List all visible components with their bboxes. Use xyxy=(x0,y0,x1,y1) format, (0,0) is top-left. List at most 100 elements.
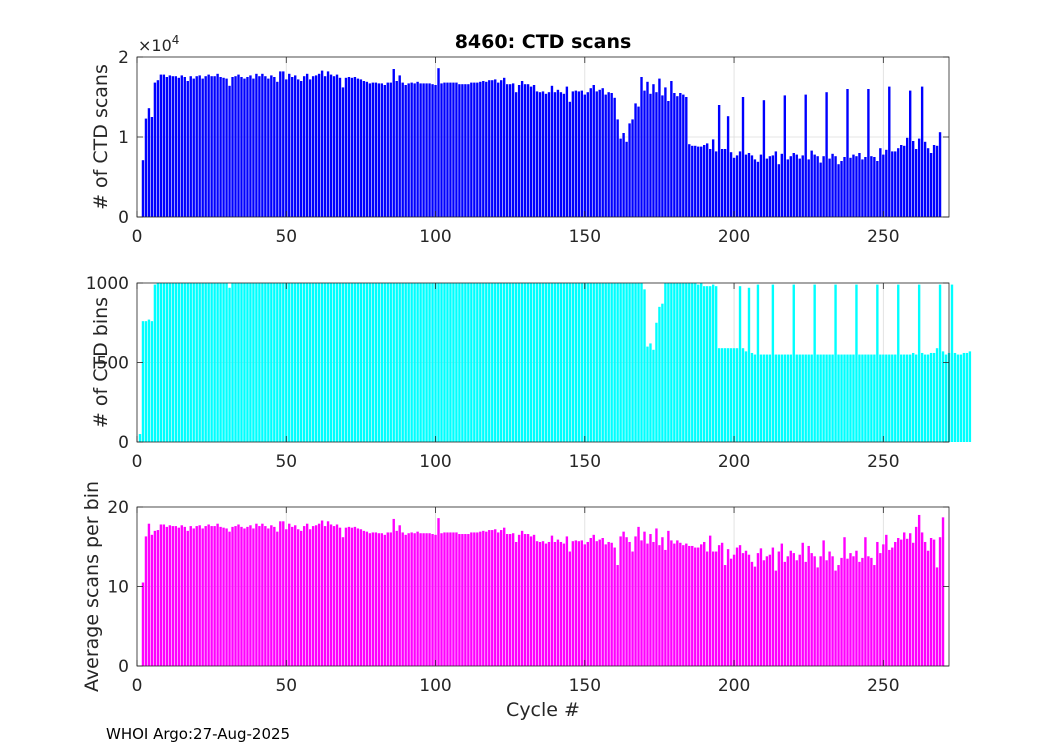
bar xyxy=(908,354,912,442)
bar xyxy=(655,92,658,217)
bar xyxy=(661,537,664,666)
bar xyxy=(326,521,330,666)
bar xyxy=(482,81,485,217)
bar xyxy=(771,284,775,442)
bar xyxy=(661,303,664,442)
bar xyxy=(246,526,249,666)
bar xyxy=(335,524,339,666)
x-tick-label: 0 xyxy=(132,676,143,696)
bar xyxy=(237,74,240,217)
bar xyxy=(879,553,882,666)
bar xyxy=(380,83,383,218)
bar xyxy=(911,141,915,217)
bar xyxy=(774,354,778,442)
bar xyxy=(741,97,745,217)
bar xyxy=(297,79,300,218)
bar xyxy=(341,537,345,666)
bar xyxy=(538,92,542,217)
bar xyxy=(177,527,180,666)
bar xyxy=(628,123,631,217)
bar xyxy=(249,525,252,666)
bar xyxy=(216,283,219,442)
bar xyxy=(682,283,685,442)
bar xyxy=(222,77,225,217)
bar xyxy=(765,556,769,666)
bar xyxy=(580,283,584,442)
bar xyxy=(819,556,822,666)
bar xyxy=(413,83,416,218)
bar xyxy=(664,283,667,442)
bar xyxy=(694,283,697,442)
bar xyxy=(867,556,870,666)
bar xyxy=(317,73,321,217)
bar xyxy=(670,81,673,217)
bar xyxy=(386,283,389,442)
bar xyxy=(550,85,554,217)
bar xyxy=(413,283,416,442)
bar xyxy=(962,352,966,442)
y-tick-label: 1 xyxy=(118,128,129,148)
bar xyxy=(195,283,198,442)
bar xyxy=(544,543,548,666)
bar xyxy=(837,354,840,442)
bar xyxy=(559,283,563,442)
x-tick-label: 200 xyxy=(718,676,750,696)
bar xyxy=(929,153,933,217)
bar xyxy=(613,283,616,442)
bar xyxy=(888,354,891,442)
bar xyxy=(311,283,315,442)
bar xyxy=(938,132,942,217)
bar xyxy=(900,539,903,666)
bar xyxy=(267,283,270,442)
bar xyxy=(195,76,198,217)
bar xyxy=(153,82,157,217)
bar xyxy=(494,529,497,666)
bar xyxy=(553,92,557,217)
bar xyxy=(941,517,945,666)
bar xyxy=(180,525,183,666)
bar xyxy=(583,94,586,217)
bar xyxy=(311,76,315,217)
bar xyxy=(852,556,855,666)
bar xyxy=(473,532,476,666)
bar xyxy=(311,526,315,666)
bar xyxy=(864,157,867,217)
bar xyxy=(144,118,148,217)
bins-panel: 0 50 100 150 200 250 0 500 1000 # of CTD bins xyxy=(86,274,972,472)
bar xyxy=(625,283,628,442)
bar xyxy=(929,352,933,442)
bar xyxy=(201,283,204,442)
bar xyxy=(768,554,772,666)
bar xyxy=(565,86,569,217)
bar xyxy=(332,283,336,442)
bar xyxy=(577,91,581,217)
bar xyxy=(720,149,724,217)
bar xyxy=(174,283,178,442)
bar xyxy=(640,540,643,666)
x-tick-label: 250 xyxy=(867,227,899,247)
bar xyxy=(526,534,530,666)
bar xyxy=(762,560,766,666)
bar xyxy=(168,283,172,442)
bar xyxy=(497,532,500,666)
bar xyxy=(323,526,327,666)
bar xyxy=(759,548,763,666)
bar xyxy=(738,286,742,442)
bar xyxy=(837,565,840,666)
bar xyxy=(903,145,906,217)
bar xyxy=(747,287,751,442)
bar xyxy=(652,84,655,217)
bar xyxy=(885,354,888,442)
bar xyxy=(667,283,670,442)
bar xyxy=(571,91,575,217)
bar xyxy=(374,283,378,442)
bar xyxy=(753,159,757,217)
bar xyxy=(556,539,560,666)
bar xyxy=(768,354,772,442)
bar xyxy=(894,354,897,442)
bar xyxy=(147,319,151,442)
bar xyxy=(183,526,186,666)
bar xyxy=(622,531,625,666)
bar xyxy=(691,283,694,442)
bar xyxy=(488,80,491,217)
